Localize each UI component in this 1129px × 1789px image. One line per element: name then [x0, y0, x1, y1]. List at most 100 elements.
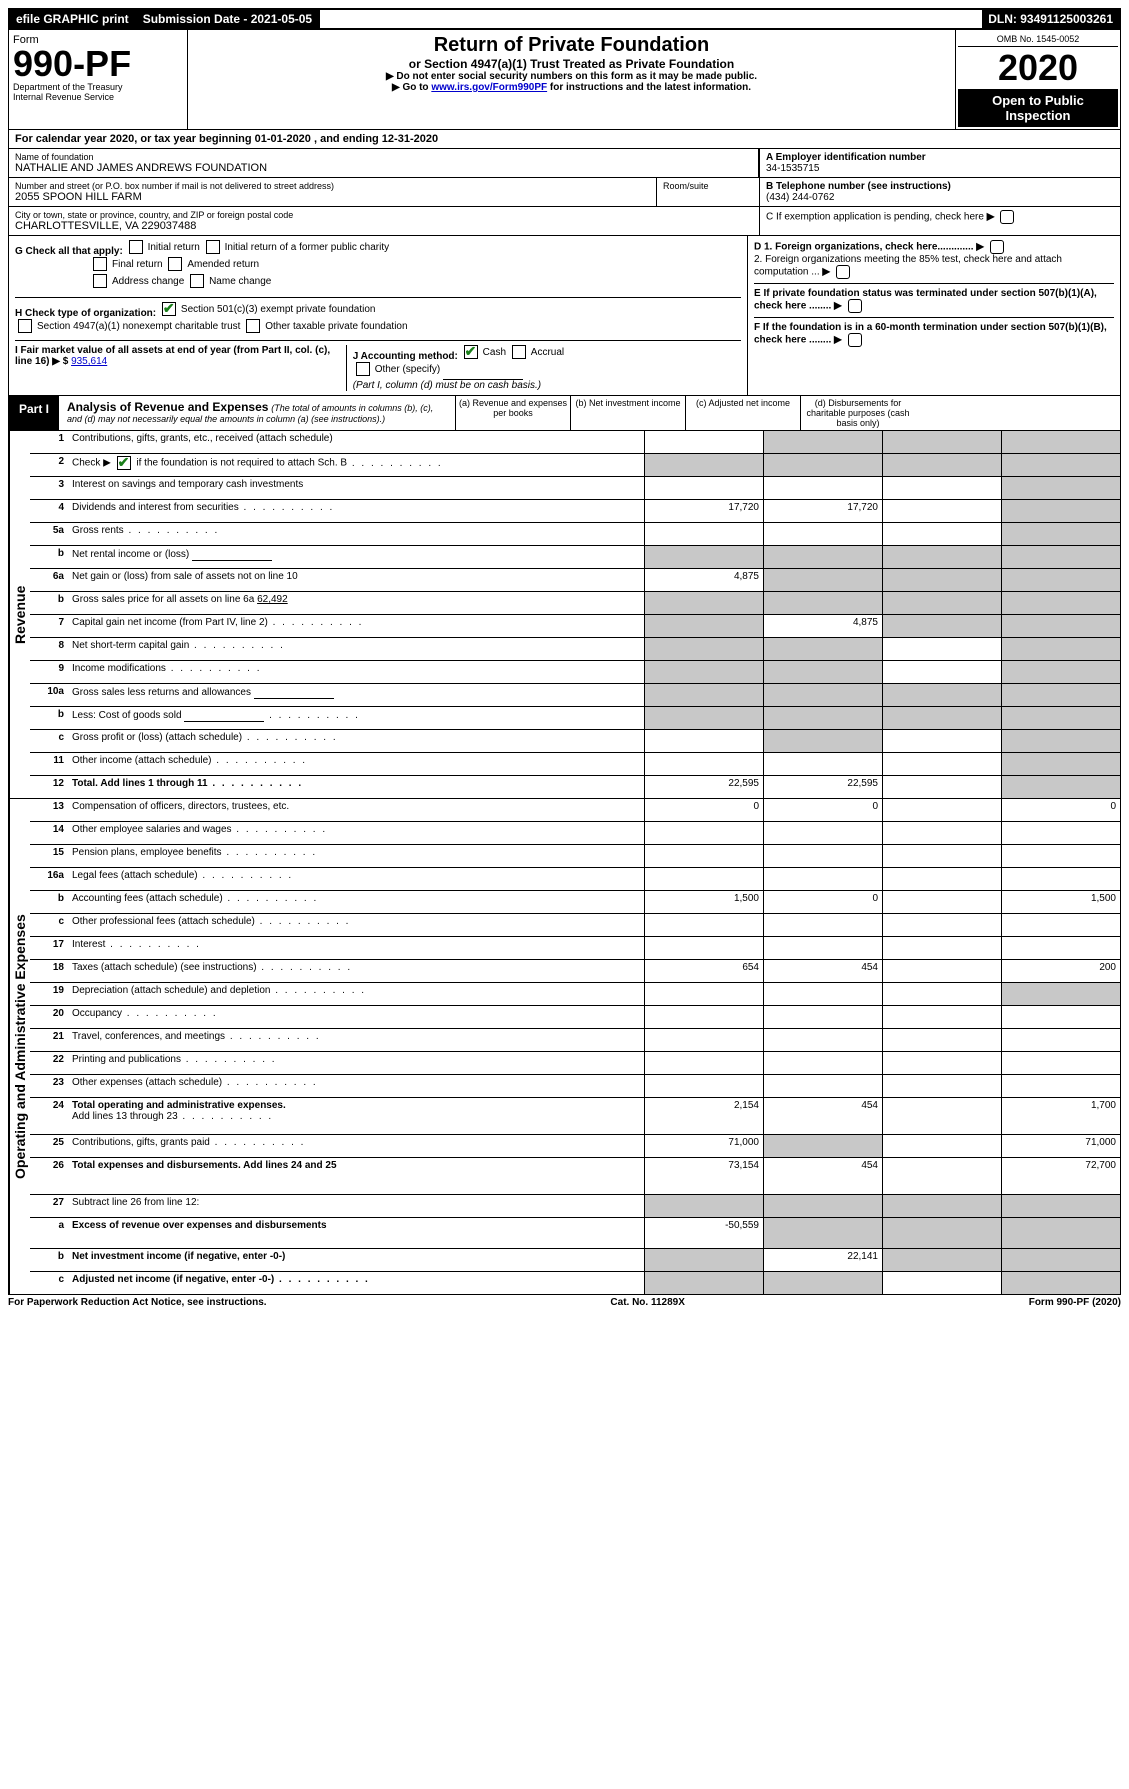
calendar-year-row: For calendar year 2020, or tax year begi… — [8, 130, 1121, 149]
cell-d — [1001, 1006, 1120, 1028]
row-desc: Interest — [68, 937, 644, 959]
g-name-change-checkbox[interactable] — [190, 274, 204, 288]
cell-a: 22,595 — [644, 776, 763, 798]
irs-link[interactable]: www.irs.gov/Form990PF — [431, 82, 547, 93]
cell-c — [882, 983, 1001, 1005]
table-row: 21Travel, conferences, and meetings — [30, 1029, 1120, 1052]
cell-d — [1001, 431, 1120, 453]
cell-a — [644, 523, 763, 545]
table-row: bNet rental income or (loss) — [30, 546, 1120, 569]
row-desc: Capital gain net income (from Part IV, l… — [68, 615, 644, 637]
g-row: G Check all that apply: Initial return I… — [15, 240, 741, 291]
cell-b — [763, 592, 882, 614]
cell-d: 72,700 — [1001, 1158, 1120, 1194]
cell-b: 22,595 — [763, 776, 882, 798]
h-opt2: Section 4947(a)(1) nonexempt charitable … — [37, 321, 240, 332]
cell-a: 1,500 — [644, 891, 763, 913]
row-desc: Occupancy — [68, 1006, 644, 1028]
header-right: OMB No. 1545-0052 2020 Open to Public In… — [955, 30, 1120, 129]
i-label: I Fair market value of all assets at end… — [15, 345, 330, 367]
cell-d — [1001, 730, 1120, 752]
cell-c — [882, 1098, 1001, 1134]
cell-a — [644, 868, 763, 890]
sch-b-checkbox[interactable] — [117, 456, 131, 470]
column-headers: (a) Revenue and expenses per books (b) N… — [455, 396, 1120, 430]
r5b-input[interactable] — [192, 548, 272, 561]
i-j-row: I Fair market value of all assets at end… — [15, 340, 741, 391]
row-num: 15 — [30, 845, 68, 867]
cell-b: 0 — [763, 891, 882, 913]
table-row: 13Compensation of officers, directors, t… — [30, 799, 1120, 822]
row-num: 4 — [30, 500, 68, 522]
cell-c — [882, 638, 1001, 660]
cell-d — [1001, 1218, 1120, 1248]
submission-date: Submission Date - 2021-05-05 — [137, 10, 320, 28]
instruction-1: ▶ Do not enter social security numbers o… — [196, 71, 947, 82]
cell-a — [644, 1075, 763, 1097]
g-amended-checkbox[interactable] — [168, 257, 182, 271]
cell-a — [644, 592, 763, 614]
table-row: bAccounting fees (attach schedule)1,5000… — [30, 891, 1120, 914]
r5b-text: Net rental income or (loss) — [72, 549, 189, 560]
i-block: I Fair market value of all assets at end… — [15, 345, 347, 391]
row-num: 11 — [30, 753, 68, 775]
row-desc: Gross sales price for all assets on line… — [68, 592, 644, 614]
g-initial-former-checkbox[interactable] — [206, 240, 220, 254]
cell-d — [1001, 845, 1120, 867]
h-opt3: Other taxable private foundation — [265, 321, 407, 332]
table-row: 10aGross sales less returns and allowanc… — [30, 684, 1120, 707]
row-desc: Check ▶ if the foundation is not require… — [68, 454, 644, 476]
cell-c — [882, 960, 1001, 982]
cell-b — [763, 569, 882, 591]
cell-d — [1001, 983, 1120, 1005]
cell-c — [882, 569, 1001, 591]
row-num: 16a — [30, 868, 68, 890]
cell-b — [763, 983, 882, 1005]
d1-checkbox[interactable] — [990, 240, 1004, 254]
h-4947-checkbox[interactable] — [18, 319, 32, 333]
e-checkbox[interactable] — [848, 299, 862, 313]
cell-d — [1001, 615, 1120, 637]
cell-a — [644, 431, 763, 453]
d2-checkbox[interactable] — [836, 265, 850, 279]
cell-d — [1001, 937, 1120, 959]
g-final-return-checkbox[interactable] — [93, 257, 107, 271]
cell-a — [644, 707, 763, 729]
h-501c3-checkbox[interactable] — [162, 302, 176, 316]
j-other-input[interactable] — [443, 367, 523, 380]
phone-value: (434) 244-0762 — [766, 192, 1114, 203]
cell-b — [763, 1195, 882, 1217]
cell-d — [1001, 500, 1120, 522]
row-num: 26 — [30, 1158, 68, 1194]
efile-label: efile GRAPHIC print — [10, 10, 137, 28]
cell-b — [763, 661, 882, 683]
cell-b: 0 — [763, 799, 882, 821]
f-checkbox[interactable] — [848, 333, 862, 347]
r10b-input[interactable] — [184, 709, 264, 722]
cell-c — [882, 1195, 1001, 1217]
row-desc: Taxes (attach schedule) (see instruction… — [68, 960, 644, 982]
cell-b: 22,141 — [763, 1249, 882, 1271]
cell-c — [882, 799, 1001, 821]
r10a-input[interactable] — [254, 686, 334, 699]
table-row: 8Net short-term capital gain — [30, 638, 1120, 661]
cell-b — [763, 822, 882, 844]
header-center: Return of Private Foundation or Section … — [188, 30, 955, 129]
c-checkbox[interactable] — [1000, 210, 1014, 224]
g-initial-return-checkbox[interactable] — [129, 240, 143, 254]
table-row: cOther professional fees (attach schedul… — [30, 914, 1120, 937]
g-opt1: Initial return — [148, 242, 200, 253]
r6b-text: Gross sales price for all assets on line… — [72, 594, 254, 605]
cell-c — [882, 1006, 1001, 1028]
g-address-change-checkbox[interactable] — [93, 274, 107, 288]
h-opt1: Section 501(c)(3) exempt private foundat… — [181, 304, 376, 315]
table-row: 23Other expenses (attach schedule) — [30, 1075, 1120, 1098]
g-opt2: Initial return of a former public charit… — [225, 242, 390, 253]
gh-left: G Check all that apply: Initial return I… — [9, 236, 747, 395]
h-other-taxable-checkbox[interactable] — [246, 319, 260, 333]
j-other-checkbox[interactable] — [356, 362, 370, 376]
j-accrual-checkbox[interactable] — [512, 345, 526, 359]
table-row: 11Other income (attach schedule) — [30, 753, 1120, 776]
j-cash-checkbox[interactable] — [464, 345, 478, 359]
part1-title-block: Analysis of Revenue and Expenses (The to… — [59, 396, 455, 430]
